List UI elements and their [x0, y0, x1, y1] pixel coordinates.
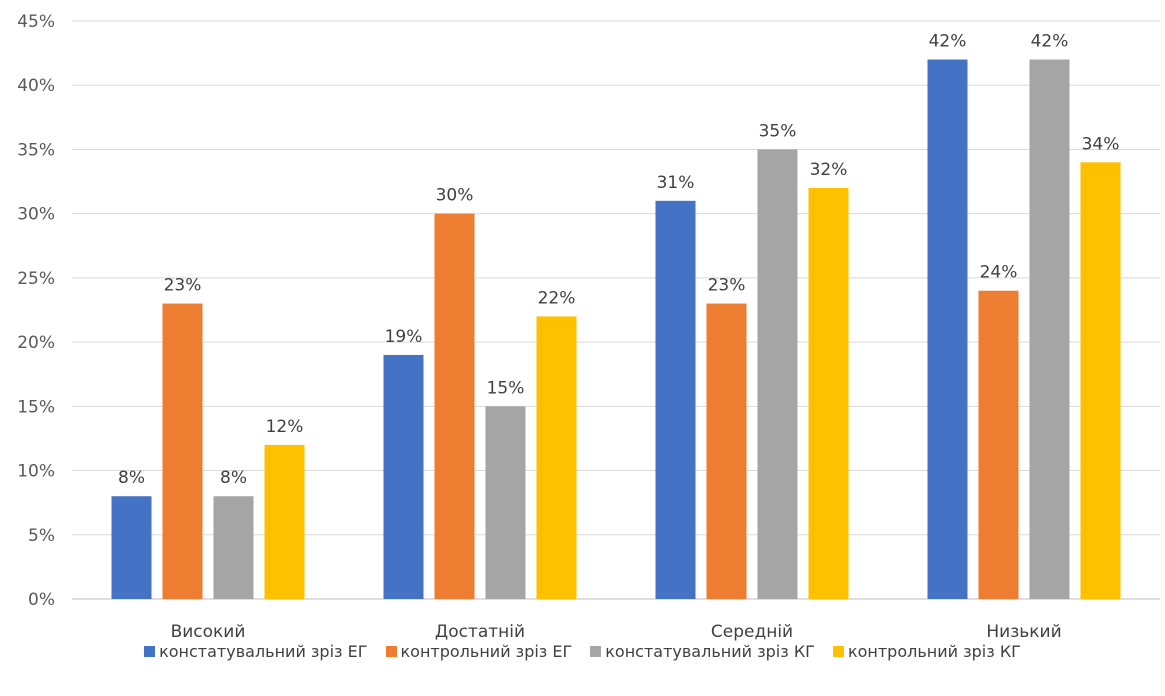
y-tick-label: 5% [28, 526, 55, 546]
y-axis-ticks: 0% 5% 10% 15% 20% 25% 30% 35% 40% 45% [17, 12, 55, 610]
legend-item: констатувальний зріз КГ [590, 642, 815, 661]
category-label: Низький [986, 622, 1061, 642]
bar [978, 290, 1019, 599]
data-label: 23% [708, 276, 746, 296]
legend-swatch [590, 646, 602, 657]
data-labels: 8% 23% 8% 12% 19% 30% 15% 22% 31% 23% 35% 32% 42% 24%… [118, 32, 1119, 489]
y-tick-label: 45% [17, 12, 55, 32]
bar [434, 213, 475, 599]
y-tick-label: 30% [17, 205, 55, 225]
x-axis-categories: Високий Достатній Середній Низький [171, 622, 1062, 642]
legend-label: констатувальний зріз КГ [605, 642, 815, 661]
bar [757, 149, 798, 599]
category-label: Середній [711, 622, 793, 642]
legend-item: контрольний зріз ЕГ [385, 642, 573, 661]
bars [111, 59, 1121, 600]
legend-item: контрольний зріз КГ [832, 642, 1021, 661]
data-label: 31% [657, 173, 695, 193]
data-label: 30% [436, 186, 474, 206]
data-label: 8% [118, 468, 145, 488]
bar [111, 496, 152, 599]
category-label: Достатній [435, 622, 525, 642]
data-label: 23% [164, 276, 202, 296]
bar [927, 59, 968, 600]
legend-item: констатувальний зріз ЕГ [144, 642, 368, 661]
bar [808, 187, 849, 599]
bar [1029, 59, 1070, 600]
legend-swatch [144, 646, 156, 657]
bar [383, 354, 424, 599]
legend-swatch [832, 646, 844, 657]
data-label: 8% [220, 468, 247, 488]
data-label: 42% [1031, 32, 1069, 52]
y-tick-label: 40% [17, 76, 55, 96]
data-label: 35% [759, 121, 797, 141]
data-label: 19% [385, 327, 423, 347]
y-tick-label: 20% [17, 333, 55, 353]
data-label: 12% [266, 417, 304, 437]
legend: констатувальний зріз ЕГ контрольний зріз … [0, 642, 1165, 661]
legend-label: контрольний зріз КГ [847, 642, 1021, 661]
y-tick-label: 15% [17, 397, 55, 417]
legend-label: констатувальний зріз ЕГ [159, 642, 368, 661]
legend-swatch [385, 646, 397, 657]
data-label: 42% [929, 32, 967, 52]
category-label: Високий [171, 622, 246, 642]
bar [536, 316, 577, 599]
data-label: 24% [980, 263, 1018, 283]
bar [706, 303, 747, 599]
y-tick-label: 0% [28, 590, 55, 610]
y-tick-label: 10% [17, 462, 55, 482]
data-label: 32% [810, 160, 848, 180]
bar [1080, 162, 1121, 600]
y-tick-label: 35% [17, 140, 55, 160]
data-label: 34% [1082, 134, 1120, 154]
data-label: 22% [538, 288, 576, 308]
legend-label: контрольний зріз ЕГ [400, 642, 573, 661]
data-label: 15% [487, 378, 525, 398]
bar [213, 496, 254, 599]
y-tick-label: 25% [17, 269, 55, 289]
bar [485, 406, 526, 599]
bar [655, 200, 696, 600]
bar [264, 444, 305, 599]
bar [162, 303, 203, 599]
